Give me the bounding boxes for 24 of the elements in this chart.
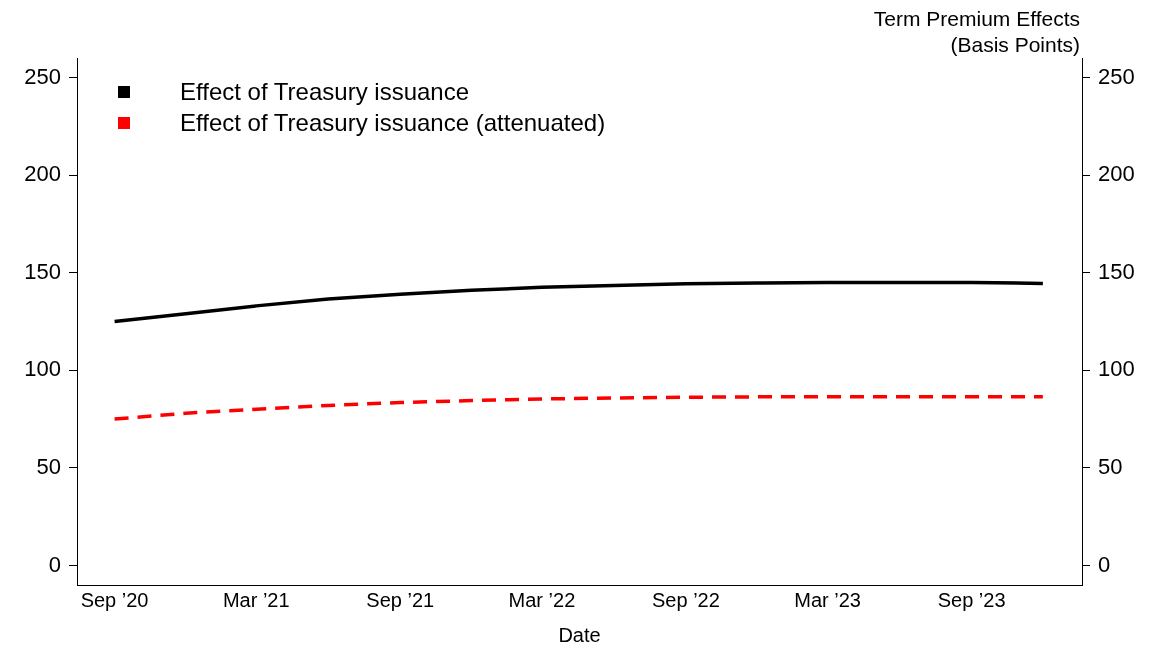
x-tick-label: Mar ’23 <box>794 588 861 611</box>
x-tick-label: Sep ’23 <box>937 588 1006 611</box>
line-series <box>112 394 1045 421</box>
y-tick-label: 0 <box>48 551 61 577</box>
x-tick-label: Mar ’21 <box>222 588 290 611</box>
x-tick-label: Sep ’21 <box>366 588 435 611</box>
y-tick-label: 250 <box>24 63 61 89</box>
y-tick-label: 200 <box>24 161 61 187</box>
y2-tick-label: 100 <box>1098 356 1135 382</box>
legend-label: Effect of Treasury issuance (attenuated) <box>180 108 606 138</box>
x-tick-label: Sep ’22 <box>652 588 720 611</box>
y-tick-label: 150 <box>24 258 61 284</box>
y2-tick-label: 250 <box>1098 63 1135 89</box>
y2-tick-label: 0 <box>1098 551 1111 577</box>
y-tick-label: 100 <box>24 356 61 382</box>
x-tick-label: Mar ’22 <box>508 588 576 611</box>
x-tick-label: Sep ’20 <box>80 588 149 611</box>
y2-axis-title: Term Premium Effects (Basis Points) <box>873 6 1080 58</box>
y2-tick-label: 200 <box>1098 161 1135 187</box>
legend-label: Effect of Treasury issuance <box>180 77 470 107</box>
y-tick-label: 50 <box>36 453 61 479</box>
y2-tick-label: 150 <box>1098 258 1135 284</box>
y2-tick-label: 50 <box>1098 453 1123 479</box>
x-axis-title: Date <box>558 623 601 646</box>
